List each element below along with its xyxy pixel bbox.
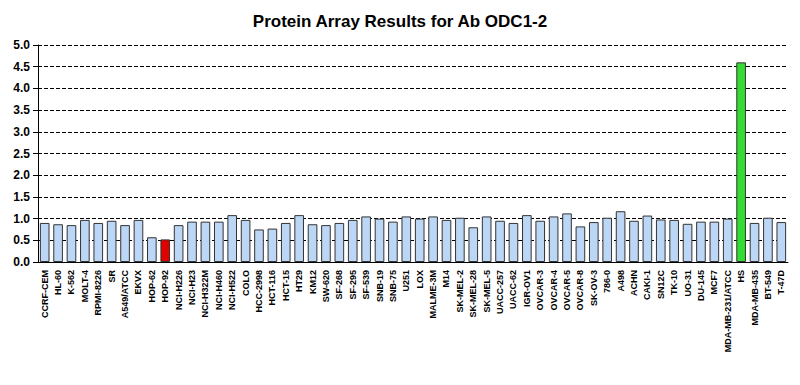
svg-text:MOLT-4: MOLT-4 xyxy=(80,270,90,302)
svg-text:OVCAR-8: OVCAR-8 xyxy=(575,270,585,311)
svg-text:5.0: 5.0 xyxy=(13,38,30,52)
svg-text:K-562: K-562 xyxy=(66,270,76,295)
svg-text:CCRF-CEM: CCRF-CEM xyxy=(40,270,50,318)
svg-text:SF-268: SF-268 xyxy=(334,270,344,300)
svg-text:2.0: 2.0 xyxy=(13,168,30,182)
svg-text:HCC-2998: HCC-2998 xyxy=(254,270,264,313)
svg-text:HT29: HT29 xyxy=(294,270,304,292)
svg-text:RPMI-8226: RPMI-8226 xyxy=(93,270,103,316)
svg-text:SNB-75: SNB-75 xyxy=(388,270,398,302)
svg-text:OVCAR-4: OVCAR-4 xyxy=(549,270,559,311)
svg-text:A549/ATCC: A549/ATCC xyxy=(120,270,130,319)
svg-text:A498: A498 xyxy=(616,270,626,292)
svg-text:SW-620: SW-620 xyxy=(321,270,331,302)
svg-text:HCT-116: HCT-116 xyxy=(267,270,277,306)
svg-text:IGR-OV1: IGR-OV1 xyxy=(522,270,532,307)
svg-text:NCI-H522: NCI-H522 xyxy=(227,270,237,310)
svg-text:0.5: 0.5 xyxy=(13,233,30,247)
svg-text:CAKI-1: CAKI-1 xyxy=(642,270,652,300)
svg-text:U251: U251 xyxy=(401,270,411,292)
svg-text:MDA-MB-435: MDA-MB-435 xyxy=(750,270,760,326)
svg-text:NCI-H460: NCI-H460 xyxy=(214,270,224,310)
svg-text:TK-10: TK-10 xyxy=(669,270,679,295)
svg-text:DU-145: DU-145 xyxy=(696,270,706,301)
svg-text:Protein Array Results for Ab O: Protein Array Results for Ab ODC1-2 xyxy=(253,12,547,31)
svg-text:LOX: LOX xyxy=(415,270,425,289)
svg-text:MDA-MB-231/ATCC: MDA-MB-231/ATCC xyxy=(723,270,733,353)
svg-text:4.5: 4.5 xyxy=(13,60,30,74)
svg-text:T-47D: T-47D xyxy=(776,270,786,295)
svg-text:EKVX: EKVX xyxy=(133,270,143,295)
svg-text:OVCAR-5: OVCAR-5 xyxy=(562,270,572,311)
svg-text:M14: M14 xyxy=(441,270,451,288)
svg-text:1.0: 1.0 xyxy=(13,212,30,226)
svg-text:2.5: 2.5 xyxy=(13,147,30,161)
svg-text:SNB-19: SNB-19 xyxy=(375,270,385,302)
svg-text:KM12: KM12 xyxy=(308,270,318,294)
svg-text:786-0: 786-0 xyxy=(602,270,612,293)
svg-text:SF-295: SF-295 xyxy=(348,270,358,300)
svg-text:HOP-62: HOP-62 xyxy=(147,270,157,303)
svg-text:0.0: 0.0 xyxy=(13,255,30,269)
svg-text:SK-MEL-5: SK-MEL-5 xyxy=(482,270,492,313)
svg-text:NCI-H322M: NCI-H322M xyxy=(200,270,210,318)
svg-text:NCI-H23: NCI-H23 xyxy=(187,270,197,305)
svg-text:3.5: 3.5 xyxy=(13,103,30,117)
svg-text:1.5: 1.5 xyxy=(13,190,30,204)
svg-text:COLO: COLO xyxy=(241,270,251,296)
svg-text:UACC-257: UACC-257 xyxy=(495,270,505,314)
svg-text:HS: HS xyxy=(736,270,746,283)
svg-text:SK-MEL-2: SK-MEL-2 xyxy=(455,270,465,313)
svg-text:MCF7: MCF7 xyxy=(709,270,719,295)
svg-text:HL-60: HL-60 xyxy=(53,270,63,295)
svg-text:NCI-H226: NCI-H226 xyxy=(174,270,184,310)
svg-text:OVCAR-3: OVCAR-3 xyxy=(535,270,545,311)
svg-text:4.0: 4.0 xyxy=(13,81,30,95)
svg-text:SF-539: SF-539 xyxy=(361,270,371,300)
svg-text:ACHN: ACHN xyxy=(629,270,639,296)
svg-text:BT-549: BT-549 xyxy=(763,270,773,300)
svg-text:SK-MEL-28: SK-MEL-28 xyxy=(468,270,478,318)
svg-text:HOP-92: HOP-92 xyxy=(160,270,170,303)
svg-text:UACC-62: UACC-62 xyxy=(508,270,518,309)
svg-text:SN12C: SN12C xyxy=(656,270,666,300)
svg-text:3.0: 3.0 xyxy=(13,125,30,139)
svg-text:SK-OV-3: SK-OV-3 xyxy=(589,270,599,306)
svg-text:SR: SR xyxy=(107,270,117,283)
svg-text:UO-31: UO-31 xyxy=(683,270,693,297)
svg-text:MALME-3M: MALME-3M xyxy=(428,270,438,319)
svg-text:HCT-15: HCT-15 xyxy=(281,270,291,301)
